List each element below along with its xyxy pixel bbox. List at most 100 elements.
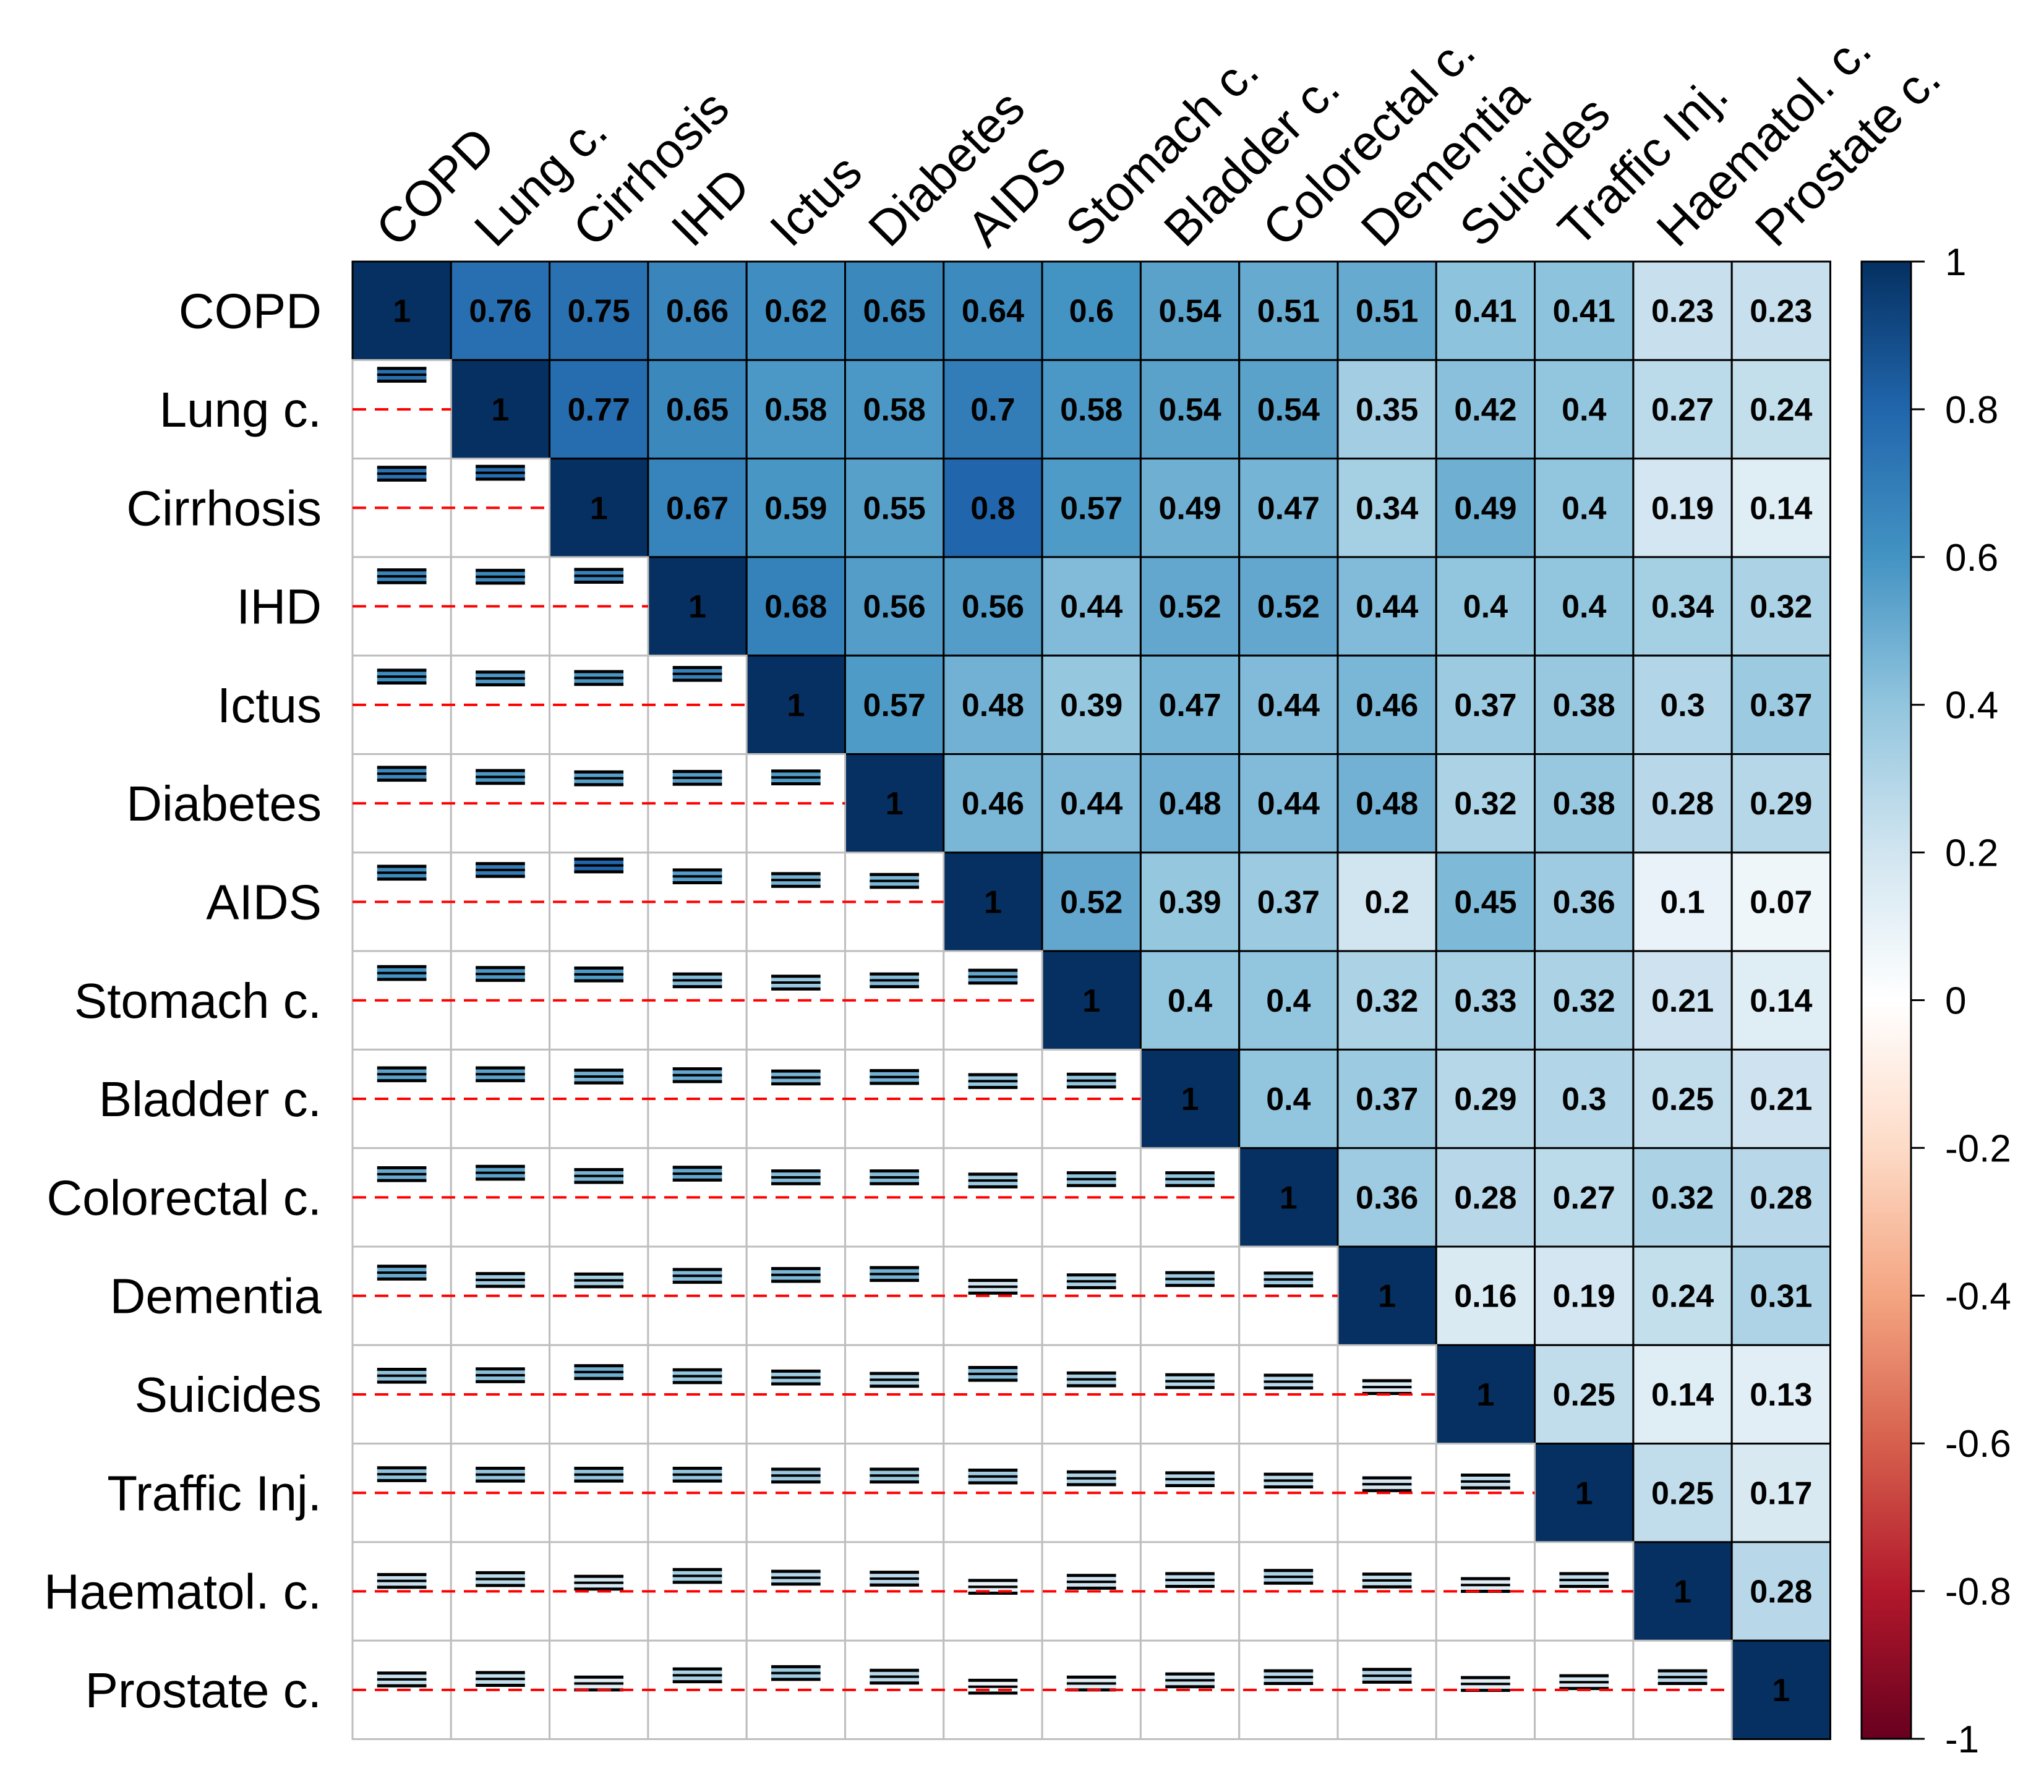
- heatmap-cell-rect: [1534, 1048, 1635, 1150]
- cell-value-label: 0.77: [568, 392, 630, 428]
- heatmap-cell-rect: [1139, 556, 1241, 657]
- heatmap-cell: 1: [1435, 1344, 1536, 1445]
- heatmap-cell: 1: [549, 458, 649, 558]
- heatmap-cell: 0.37: [1336, 1048, 1437, 1150]
- cell-value-label: 0.1: [1660, 884, 1704, 920]
- heatmap-cell: 0.56: [943, 556, 1043, 657]
- cell-value-label: 1: [984, 884, 1002, 920]
- heatmap-cell: 1: [450, 359, 551, 460]
- cell-value-label: 0.44: [1060, 786, 1122, 822]
- heatmap-cell: 0.23: [1730, 260, 1831, 361]
- heatmap-cell-rect: [1730, 1245, 1831, 1346]
- cell-value-label: 0.32: [1553, 983, 1615, 1019]
- cell-value-label: 0.36: [1356, 1180, 1418, 1216]
- heatmap-cell: 0.52: [1238, 556, 1339, 657]
- heatmap-cell-rect: [1336, 556, 1437, 657]
- heatmap-cell: 0.8: [943, 458, 1043, 558]
- heatmap-cell: 0.54: [1139, 260, 1241, 361]
- heatmap-cell-rect: [1632, 654, 1733, 755]
- heatmap-cell: 0.54: [1139, 359, 1241, 460]
- row-label: AIDS: [206, 874, 322, 929]
- heatmap-cell-rect: [1435, 1245, 1536, 1346]
- cell-value-label: 0.54: [1158, 392, 1221, 428]
- heatmap-cell-rect: [1238, 654, 1339, 755]
- heatmap-cell-rect: [1435, 359, 1536, 460]
- legend-tick-label: -1: [1945, 1718, 1979, 1761]
- heatmap-cell: 0.1: [1632, 851, 1733, 952]
- ci-glyph-cell: [844, 950, 945, 1051]
- cell-value-label: 0.51: [1356, 294, 1418, 330]
- cell-value-label: 1: [1674, 1574, 1691, 1610]
- cell-value-label: 0.6: [1069, 294, 1114, 330]
- cell-value-label: 0.56: [962, 589, 1024, 625]
- heatmap-cell-rect: [1730, 1048, 1831, 1150]
- cell-value-label: 0.28: [1750, 1574, 1812, 1610]
- cell-value-label: 1: [1772, 1673, 1790, 1709]
- cell-value-label: 0.24: [1750, 392, 1812, 428]
- heatmap-cell: 0.48: [1139, 753, 1241, 854]
- row-label: Colorectal c.: [46, 1170, 322, 1225]
- heatmap-cell: 0.52: [1041, 851, 1142, 952]
- cell-value-label: 0.56: [863, 589, 926, 625]
- heatmap-cell-rect: [943, 359, 1043, 460]
- heatmap-cell: 0.25: [1632, 1048, 1733, 1150]
- cell-value-label: 1: [1280, 1180, 1298, 1216]
- heatmap-cell: 0.32: [1435, 753, 1536, 854]
- heatmap-cell: 0.24: [1632, 1245, 1733, 1346]
- heatmap-cell: 0.66: [647, 260, 748, 361]
- heatmap-cell: 0.48: [1336, 753, 1437, 854]
- heatmap-cell: 0.44: [1041, 556, 1142, 657]
- heatmap-cell: 0.47: [1139, 654, 1241, 755]
- heatmap-cell: 0.49: [1435, 458, 1536, 558]
- heatmap-cell-rect: [1632, 458, 1733, 558]
- cell-value-label: 1: [1476, 1377, 1494, 1413]
- heatmap-cell: 0.37: [1238, 851, 1339, 952]
- cell-value-label: 0.7: [970, 392, 1015, 428]
- heatmap-cell-rect: [1139, 950, 1241, 1051]
- heatmap-cell: 1: [745, 654, 846, 755]
- ci-glyph-cell: [351, 1639, 452, 1740]
- heatmap-cell: 0.57: [844, 654, 945, 755]
- cell-value-label: 0.38: [1553, 688, 1615, 723]
- row-label: Lung c.: [160, 382, 322, 437]
- cell-value-label: 1: [590, 490, 608, 526]
- heatmap-cell-rect: [450, 260, 551, 361]
- cell-value-label: 0.8: [970, 490, 1015, 526]
- heatmap-cell: 0.46: [1336, 654, 1437, 755]
- heatmap-cell-rect: [1730, 458, 1831, 558]
- heatmap-cell: 0.4: [1534, 458, 1635, 558]
- cell-value-label: 0.41: [1553, 294, 1615, 330]
- heatmap-cell: 0.19: [1534, 1245, 1635, 1346]
- heatmap-cell: 0.29: [1435, 1048, 1536, 1150]
- heatmap-cell: 0.28: [1632, 753, 1733, 854]
- heatmap-cell: 0.51: [1238, 260, 1339, 361]
- heatmap-cell: 1: [1336, 1245, 1437, 1346]
- cell-value-label: 0.14: [1750, 983, 1812, 1019]
- heatmap-cell: 0.27: [1632, 359, 1733, 460]
- heatmap-cell-rect: [1730, 753, 1831, 854]
- heatmap-cell-rect: [1730, 1541, 1831, 1642]
- cell-value-label: 1: [1181, 1082, 1199, 1117]
- cell-value-label: 0.25: [1651, 1082, 1714, 1117]
- heatmap-cell: 0.32: [1730, 556, 1831, 657]
- cell-value-label: 1: [886, 786, 904, 822]
- heatmap-cell: 0.39: [1041, 654, 1142, 755]
- legend-tick-label: 0.8: [1945, 389, 1998, 432]
- row-label: Haematol. c.: [44, 1564, 322, 1619]
- cell-value-label: 0.16: [1454, 1279, 1516, 1315]
- cell-value-label: 0.52: [1060, 884, 1122, 920]
- heatmap-cell: 0.65: [844, 260, 945, 361]
- cell-value-label: 1: [393, 294, 411, 330]
- legend-tick-label: 0.4: [1945, 685, 1998, 727]
- heatmap-cell-rect: [844, 260, 945, 361]
- cell-value-label: 0.17: [1750, 1475, 1812, 1511]
- heatmap-cell-rect: [1632, 1443, 1733, 1543]
- heatmap-cell: 0.62: [745, 260, 846, 361]
- cell-value-label: 0.32: [1651, 1180, 1714, 1216]
- cell-value-label: 0.37: [1454, 688, 1516, 723]
- heatmap-cell: 0.32: [1534, 950, 1635, 1051]
- cell-value-label: 0.52: [1158, 589, 1221, 625]
- row-label: Dementia: [110, 1269, 322, 1324]
- heatmap-cell-rect: [943, 654, 1043, 755]
- heatmap-cell-rect: [1336, 260, 1437, 361]
